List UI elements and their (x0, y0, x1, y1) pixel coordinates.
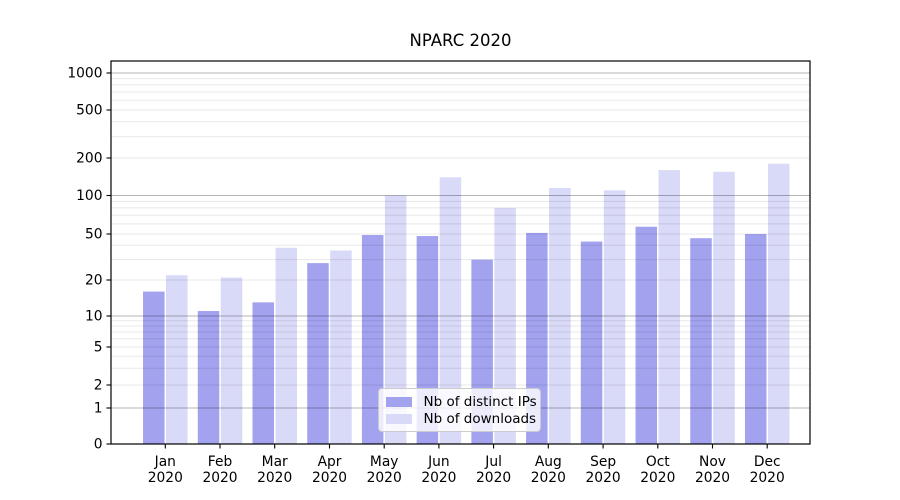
bar-ips-dec (744, 234, 767, 444)
plot-frame (110, 60, 811, 445)
x-tick-label-year-sep: 2020 (586, 470, 621, 486)
chart-title: NPARC 2020 (409, 31, 512, 50)
x-tick-label-month-aug: Aug (535, 454, 562, 470)
bar-downloads-sep (603, 190, 626, 444)
legend-item-downloads: Nb of downloads (385, 411, 540, 428)
x-tick-label-year-oct: 2020 (640, 470, 675, 486)
x-tick-label-month-oct: Oct (646, 454, 670, 470)
bar-ips-feb (197, 311, 220, 444)
legend-swatch-downloads (385, 413, 412, 425)
x-tick-label-year-apr: 2020 (312, 470, 347, 486)
bar-downloads-jul (494, 207, 516, 444)
legend-label-distinct-ips: Nb of distinct IPs (423, 394, 537, 410)
y-tick-label-1000: 1000 (67, 66, 102, 82)
y-tick-label-500: 500 (76, 103, 102, 119)
y-tick-label-0: 0 (94, 437, 103, 453)
legend-swatch-distinct-ips (385, 396, 412, 408)
x-tick-label-year-jul: 2020 (476, 470, 511, 486)
bar-ips-mar (252, 302, 274, 444)
x-tick-label-month-may: May (370, 454, 399, 470)
y-tick-label-5: 5 (94, 340, 103, 356)
legend-label-downloads: Nb of downloads (423, 411, 537, 427)
y-tick-label-20: 20 (85, 273, 103, 289)
bar-ips-sep (580, 241, 603, 444)
x-tick-label-month-feb: Feb (208, 454, 232, 470)
x-tick-label-year-jun: 2020 (421, 470, 456, 486)
bar-downloads-apr (330, 250, 352, 444)
x-tick-label-year-nov: 2020 (695, 470, 730, 486)
bar-downloads-jun (439, 177, 462, 445)
x-tick-label-month-apr: Apr (318, 454, 342, 470)
x-tick-label-year-may: 2020 (367, 470, 402, 486)
x-tick-label-month-jun: Jun (427, 454, 450, 470)
bar-ips-oct (635, 226, 658, 444)
bar-downloads-oct (658, 170, 681, 444)
x-tick-label-month-jul: Jul (484, 454, 502, 470)
x-tick-label-year-aug: 2020 (531, 470, 566, 486)
bar-ips-jan (143, 291, 165, 444)
x-tick-label-year-mar: 2020 (257, 470, 292, 486)
x-tick-label-year-dec: 2020 (750, 470, 785, 486)
x-tick-label-year-feb: 2020 (202, 470, 237, 486)
bar-downloads-dec (767, 163, 790, 444)
bar-downloads-aug (549, 187, 571, 444)
y-tick-label-2: 2 (94, 378, 103, 394)
y-tick-label-100: 100 (76, 188, 102, 204)
y-tick-label-50: 50 (85, 227, 103, 243)
x-tick-label-month-dec: Dec (754, 454, 781, 470)
x-tick-label-month-mar: Mar (262, 454, 288, 470)
legend: Nb of distinct IPs Nb of downloads (377, 387, 541, 432)
bar-downloads-may (384, 195, 407, 444)
bar-ips-apr (307, 263, 329, 444)
x-tick-label-month-nov: Nov (699, 454, 726, 470)
x-tick-label-year-jan: 2020 (148, 470, 183, 486)
bar-downloads-jan (166, 275, 188, 444)
bar-ips-nov (690, 238, 712, 444)
y-tick-label-200: 200 (76, 151, 102, 167)
bar-downloads-feb (220, 277, 243, 444)
bar-downloads-mar (275, 247, 297, 444)
y-tick-label-10: 10 (85, 309, 103, 325)
y-tick-label-1: 1 (94, 401, 103, 417)
x-tick-label-month-jan: Jan (154, 454, 176, 470)
legend-item-distinct-ips: Nb of distinct IPs (385, 394, 540, 411)
x-tick-label-month-sep: Sep (590, 454, 616, 470)
bar-downloads-nov (713, 171, 735, 445)
